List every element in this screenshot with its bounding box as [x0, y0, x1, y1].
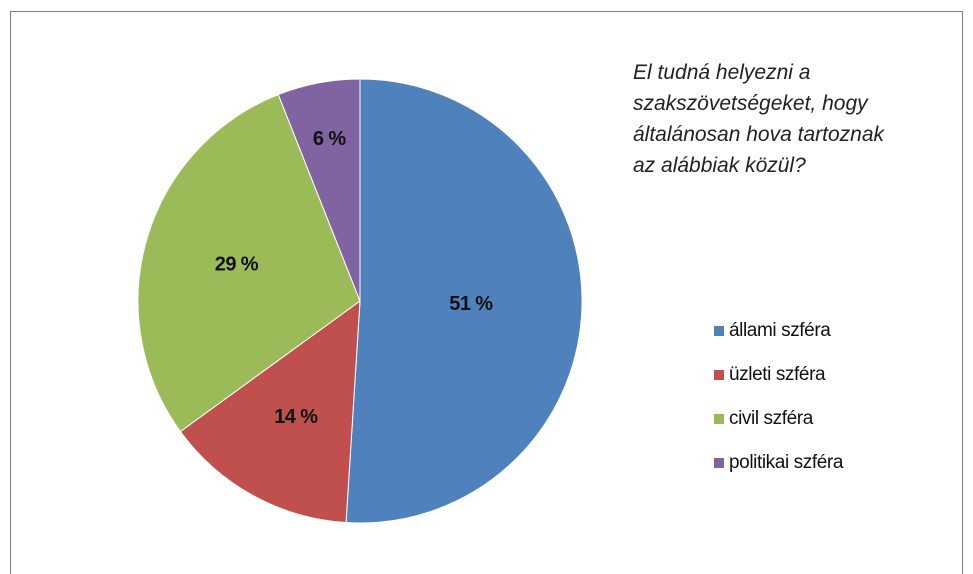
legend-label: politikai szféra: [729, 452, 843, 473]
chart-title-line: általánosan hova tartoznak: [633, 123, 885, 146]
legend-item-uzleti-szfera: üzleti szféra: [714, 353, 843, 397]
chart-title-line: szakszövetségeket, hogy: [633, 92, 868, 115]
legend-swatch: [714, 458, 724, 468]
slice-value-label: 6 %: [313, 128, 346, 150]
legend-swatch: [714, 370, 724, 380]
chart-title-line: az alábbiak közül?: [633, 154, 806, 177]
legend-item-civil-szfera: civil szféra: [714, 397, 843, 441]
pie-slice: [277, 78, 361, 302]
legend-label: civil szféra: [729, 408, 813, 429]
chart-legend: állami szféra üzleti szféra civil szféra…: [714, 309, 843, 485]
slice-value-label: 29 %: [215, 253, 259, 275]
legend-swatch: [714, 414, 724, 424]
legend-label: üzleti szféra: [729, 364, 826, 385]
pie-slice: [345, 78, 583, 524]
legend-label: állami szféra: [729, 320, 831, 341]
pie-slice: [137, 93, 361, 433]
slice-value-label: 51 %: [449, 293, 493, 315]
legend-item-politikai-szfera: politikai szféra: [714, 441, 843, 485]
slice-value-label: 14 %: [274, 406, 318, 428]
legend-item-allami-szfera: állami szféra: [714, 309, 843, 353]
pie-slice: [179, 299, 361, 524]
chart-title: El tudná helyezni a szakszövetségeket, h…: [633, 57, 953, 181]
chart-title-line: El tudná helyezni a: [633, 61, 811, 84]
legend-swatch: [714, 326, 724, 336]
